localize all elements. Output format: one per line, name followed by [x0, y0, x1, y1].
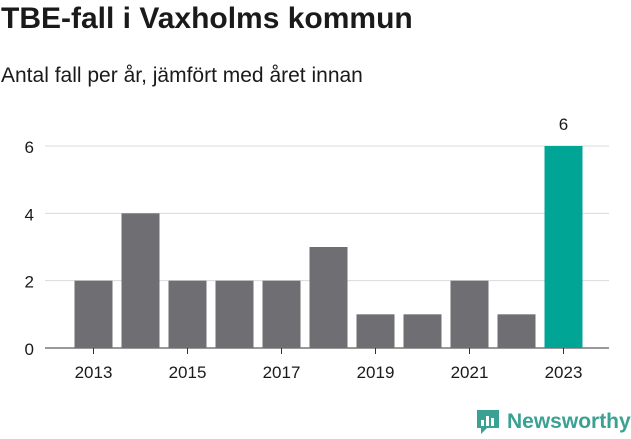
bar-2016 [215, 280, 254, 348]
bar-2022 [497, 314, 536, 348]
brand-logo: Newsworthy [475, 406, 631, 438]
x-tick-label: 2023 [545, 363, 583, 382]
chart-title: TBE-fall i Vaxholms kommun [1, 2, 413, 35]
x-tick-label: 2015 [169, 363, 207, 382]
y-tick-label: 6 [25, 138, 34, 157]
bar-2015 [168, 280, 207, 348]
bar-2014 [121, 213, 160, 348]
bar-2013 [74, 280, 113, 348]
data-label: 6 [559, 115, 568, 134]
bar-2017 [262, 280, 301, 348]
x-tick-label: 2017 [263, 363, 301, 382]
bar-2021 [450, 280, 489, 348]
x-tick-label: 2021 [451, 363, 489, 382]
bar-2019 [356, 314, 395, 348]
y-tick-label: 4 [25, 205, 34, 224]
brand-name: Newsworthy [507, 410, 631, 433]
y-tick-label: 0 [25, 340, 34, 359]
bar-2023 [544, 146, 583, 348]
bar-2018 [309, 247, 348, 348]
x-tick-label: 2019 [357, 363, 395, 382]
bar-2020 [403, 314, 442, 348]
bar-chart-logo-icon [477, 410, 499, 434]
chart-subtitle: Antal fall per år, jämfört med året inna… [1, 64, 363, 87]
x-tick-label: 2013 [75, 363, 113, 382]
y-tick-label: 2 [25, 273, 34, 292]
